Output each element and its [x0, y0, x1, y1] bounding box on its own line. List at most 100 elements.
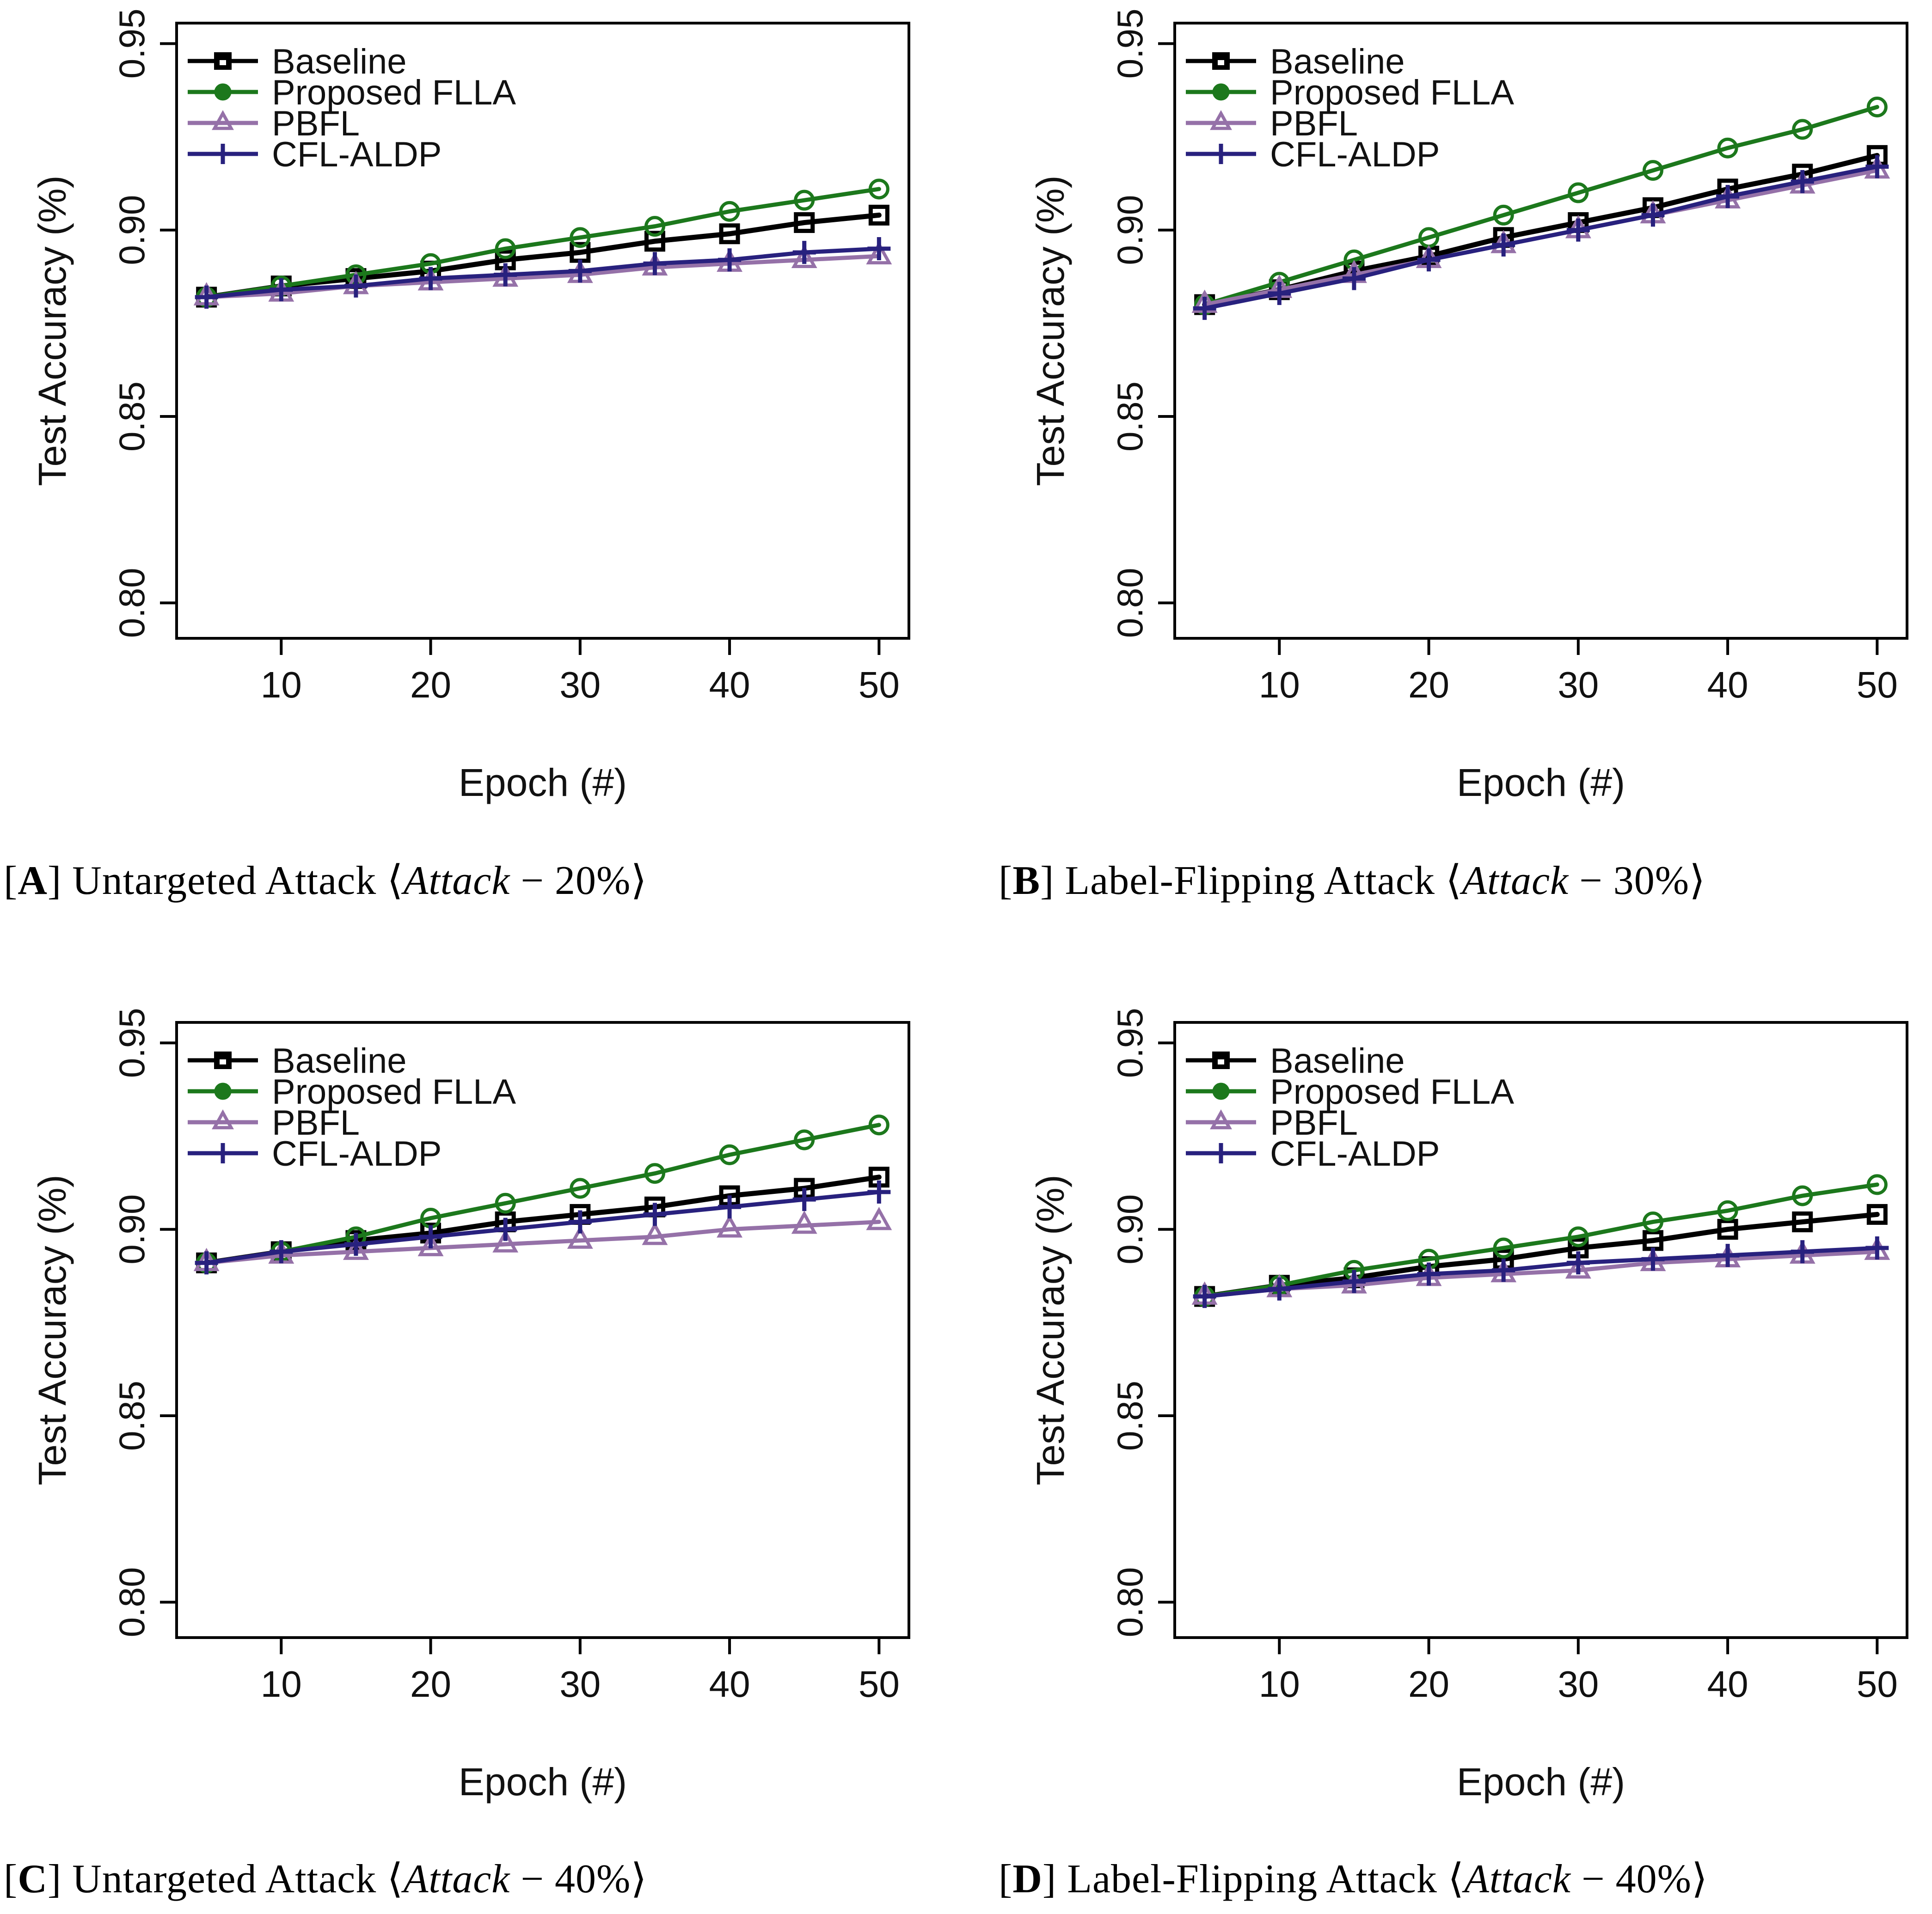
legend-item-pbfl: PBFL — [1186, 1103, 1358, 1143]
legend-label: Proposed FLLA — [1270, 1072, 1514, 1112]
y-axis: 0.80 0.85 0.90 0.95 — [1110, 8, 1175, 638]
legend-label: Proposed FLLA — [1270, 73, 1514, 112]
x-tick-label: 30 — [559, 1663, 601, 1705]
caption-bracket: [A] — [4, 858, 62, 903]
legend-item-cfl-aldp: CFL-ALDP — [1186, 135, 1440, 174]
series-proposed-flla — [1194, 1174, 1888, 1307]
x-axis-title: Epoch (#) — [1457, 1760, 1625, 1804]
y-tick-label: 0.90 — [1110, 195, 1150, 265]
legend-item-proposed-flla: Proposed FLLA — [188, 73, 516, 112]
legend-item-cfl-aldp: CFL-ALDP — [1186, 1134, 1440, 1174]
legend-label: CFL-ALDP — [272, 135, 442, 174]
legend-item-proposed-flla: Proposed FLLA — [1186, 1072, 1514, 1112]
x-tick-label: 20 — [1408, 1663, 1449, 1705]
series-cfl-aldp — [1193, 1236, 1889, 1308]
chart-svg-c: 10 20 30 40 50 0.80 0.85 0.90 0.95 Epoch (#) Test … — [31, 1008, 910, 1804]
x-tick-label: 50 — [1857, 664, 1898, 705]
series-cfl-aldp — [195, 1180, 891, 1275]
x-tick-label: 20 — [1408, 664, 1449, 705]
legend-item-baseline: Baseline — [1186, 1041, 1405, 1081]
legend-item-pbfl: PBFL — [188, 104, 360, 143]
caption-formula: ⟨Attack − 20%⟩ — [387, 858, 647, 903]
caption-panel-b: [B] Label-Flipping Attack ⟨Attack − 30%⟩ — [999, 856, 1705, 904]
x-tick-label: 30 — [1558, 1663, 1599, 1705]
x-axis-title: Epoch (#) — [1457, 761, 1625, 804]
y-tick-label: 0.95 — [1110, 1008, 1150, 1078]
x-axis: 10 20 30 40 50 — [1259, 1638, 1898, 1705]
y-tick-label: 0.90 — [111, 195, 152, 265]
series-cfl-aldp — [1193, 155, 1889, 320]
legend-label: Baseline — [272, 42, 407, 81]
legend-label: Baseline — [272, 1041, 407, 1081]
caption-panel-c: [C] Untargeted Attack ⟨Attack − 40%⟩ — [4, 1854, 647, 1902]
y-tick-label: 0.80 — [111, 568, 152, 638]
y-axis-title: Test Accuracy (%) — [1029, 1174, 1072, 1485]
plot-box — [175, 22, 910, 640]
caption-bracket: [D] — [999, 1857, 1057, 1902]
y-axis-title: Test Accuracy (%) — [1029, 175, 1072, 486]
legend-label: PBFL — [1270, 104, 1358, 143]
legend-item-pbfl: PBFL — [188, 1103, 360, 1143]
legend-item-proposed-flla: Proposed FLLA — [1186, 73, 1514, 112]
legend-item-proposed-flla: Proposed FLLA — [188, 1072, 516, 1112]
y-tick-label: 0.90 — [1110, 1194, 1150, 1265]
chart-svg-a: 10 20 30 40 50 0.80 0.85 0.90 0.95 Epoch (#) Test … — [31, 8, 910, 804]
x-tick-label: 50 — [1857, 1663, 1898, 1705]
caption-attack-type: Untargeted Attack — [72, 858, 377, 903]
caption-formula: ⟨Attack − 30%⟩ — [1445, 858, 1706, 903]
x-tick-label: 20 — [410, 1663, 451, 1705]
legend-label: Baseline — [1270, 42, 1405, 81]
legend-item-cfl-aldp: CFL-ALDP — [188, 135, 442, 174]
caption-bracket: [B] — [999, 858, 1055, 903]
x-tick-label: 10 — [261, 1663, 302, 1705]
caption-bracket: [C] — [4, 1857, 62, 1902]
caption-formula: ⟨Attack − 40%⟩ — [387, 1857, 647, 1902]
x-tick-label: 30 — [1558, 664, 1599, 705]
x-tick-label: 40 — [1707, 1663, 1748, 1705]
legend-item-baseline: Baseline — [1186, 42, 1405, 81]
chart-svg-b: 10 20 30 40 50 0.80 0.85 0.90 0.95 Epoch (#) Test … — [1029, 8, 1908, 804]
legend-label: CFL-ALDP — [1270, 1134, 1440, 1174]
series-cfl-aldp — [195, 237, 891, 309]
y-tick-label: 0.95 — [111, 8, 152, 79]
panel-d-chart: 10 20 30 40 50 0.80 0.85 0.90 0.95 Epoch (#) Test … — [966, 999, 1932, 1813]
y-tick-label: 0.80 — [1110, 568, 1150, 638]
caption-panel-d: [D] Label-Flipping Attack ⟨Attack − 40%⟩ — [999, 1854, 1708, 1902]
panel-b-chart: 10 20 30 40 50 0.80 0.85 0.90 0.95 Epoch (#) Test … — [966, 0, 1932, 813]
caption-attack-type: Untargeted Attack — [72, 1857, 377, 1902]
y-tick-label: 0.80 — [1110, 1567, 1150, 1637]
x-tick-label: 50 — [859, 664, 900, 705]
x-axis-title: Epoch (#) — [459, 1760, 627, 1804]
y-axis-title: Test Accuracy (%) — [31, 1174, 74, 1485]
y-tick-label: 0.95 — [111, 1008, 152, 1078]
legend-label: PBFL — [272, 1103, 360, 1143]
y-tick-label: 0.95 — [1110, 8, 1150, 79]
legend-item-baseline: Baseline — [188, 42, 407, 81]
legend-item-baseline: Baseline — [188, 1041, 407, 1081]
legend-label: PBFL — [272, 104, 360, 143]
legend-label: CFL-ALDP — [1270, 135, 1440, 174]
caption-attack-type: Label-Flipping Attack — [1065, 858, 1435, 903]
caption-formula: ⟨Attack − 40%⟩ — [1447, 1857, 1708, 1902]
y-axis: 0.80 0.85 0.90 0.95 — [111, 1008, 177, 1637]
legend-item-pbfl: PBFL — [1186, 104, 1358, 143]
caption-attack-type: Label-Flipping Attack — [1067, 1857, 1437, 1902]
y-axis-title: Test Accuracy (%) — [31, 175, 74, 486]
plot-box — [1173, 1021, 1908, 1639]
x-tick-label: 50 — [859, 1663, 900, 1705]
x-tick-label: 40 — [709, 1663, 750, 1705]
plot-box — [175, 1021, 910, 1639]
panel-c-chart: 10 20 30 40 50 0.80 0.85 0.90 0.95 Epoch (#) Test … — [0, 999, 966, 1813]
x-axis: 10 20 30 40 50 — [261, 638, 900, 705]
plot-box — [1173, 22, 1908, 640]
x-tick-label: 10 — [1259, 1663, 1300, 1705]
legend-label: Proposed FLLA — [272, 73, 516, 112]
y-tick-label: 0.85 — [1110, 381, 1150, 452]
y-tick-label: 0.80 — [111, 1567, 152, 1637]
x-tick-label: 40 — [709, 664, 750, 705]
y-axis: 0.80 0.85 0.90 0.95 — [111, 8, 177, 638]
